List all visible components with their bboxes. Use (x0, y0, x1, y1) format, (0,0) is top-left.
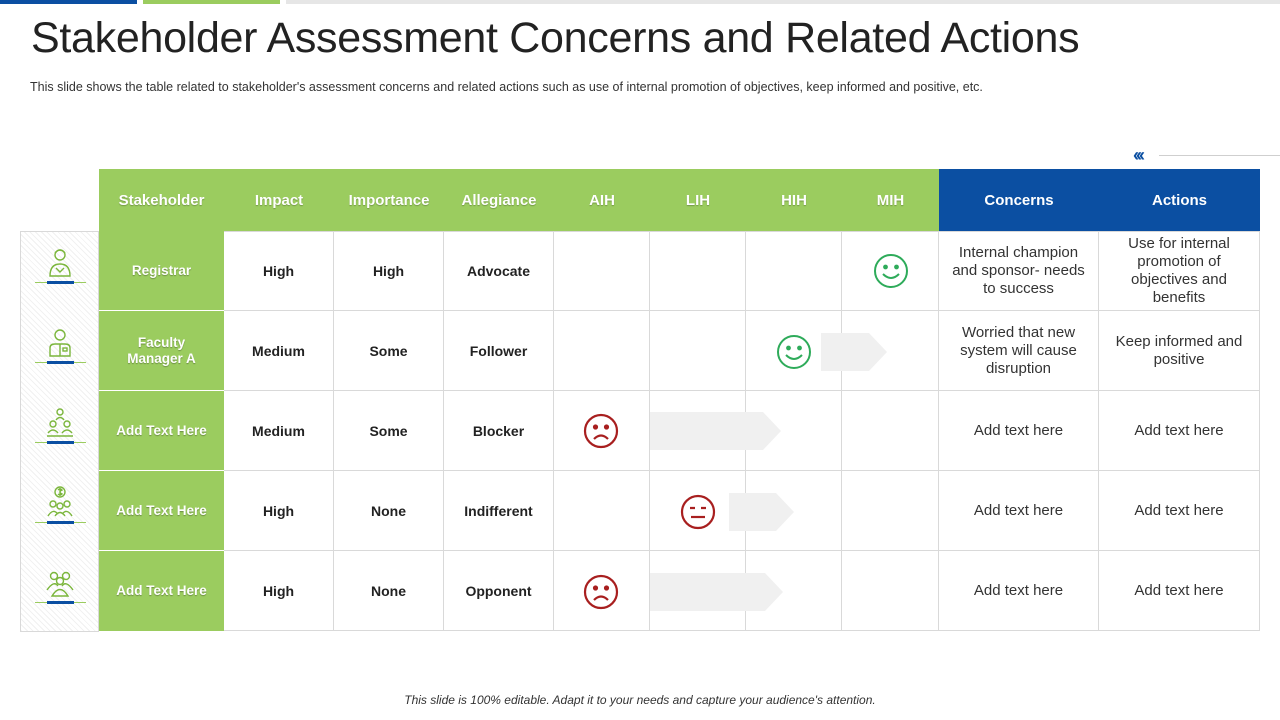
sad-face-icon (583, 574, 619, 610)
actions-cell: Add text here (1099, 471, 1260, 551)
concerns-cell: Add text here (939, 471, 1099, 551)
accent-bar-grey (286, 0, 1280, 4)
header-allegiance: Allegiance (444, 169, 554, 231)
mih-cell (842, 231, 939, 311)
impact-cell: High (224, 551, 334, 631)
happy-face-icon (777, 335, 811, 369)
double-chevron-left-icon[interactable]: ‹‹‹ (1133, 145, 1145, 165)
money-team-icon (47, 486, 73, 517)
impact-cell: High (224, 471, 334, 551)
concerns-cell: Worried that new system will cause disru… (939, 311, 1099, 391)
header-aih: AIH (554, 169, 650, 231)
allegiance-cell: Blocker (444, 391, 554, 471)
manager-person-icon (49, 329, 71, 357)
slide-subtitle: This slide shows the table related to st… (30, 80, 983, 94)
actions-cell: Keep informed and positive (1099, 311, 1260, 391)
accent-bar-blue (0, 0, 137, 4)
progress-arrow (650, 412, 781, 450)
importance-cell: None (334, 471, 444, 551)
progress-arrow (650, 573, 783, 611)
impact-cell: Medium (224, 391, 334, 471)
header-lih: LIH (650, 169, 746, 231)
row-icon-cell (21, 232, 100, 312)
allegiance-cell: Follower (444, 311, 554, 391)
row-icon-cell (21, 472, 100, 552)
mih-cell (842, 311, 939, 391)
hih-cell (746, 391, 842, 471)
hih-cell (746, 551, 842, 631)
aih-cell (554, 551, 650, 631)
mih-cell (842, 471, 939, 551)
aih-cell (554, 391, 650, 471)
header-actions: Actions (1099, 169, 1260, 231)
registrar-person-icon (49, 249, 71, 277)
icon-underline (35, 281, 86, 284)
row-icon-cell (21, 312, 100, 392)
icon-underline (35, 521, 86, 524)
stakeholder-cell: Faculty Manager A (99, 311, 224, 391)
icon-column (20, 231, 99, 632)
concerns-cell: Add text here (939, 391, 1099, 471)
row-icon-cell (21, 552, 100, 632)
sad-face-icon (583, 413, 619, 449)
actions-cell: Use for internal promotion of objectives… (1099, 231, 1260, 311)
actions-cell: Add text here (1099, 391, 1260, 471)
allegiance-cell: Advocate (444, 231, 554, 311)
row-icon-cell (21, 392, 100, 472)
header-hih: HIH (746, 169, 842, 231)
divider-line (1159, 155, 1280, 156)
lih-cell (650, 231, 746, 311)
mih-cell (842, 391, 939, 471)
stakeholder-cell: Add Text Here (99, 551, 224, 631)
importance-cell: None (334, 551, 444, 631)
aih-cell (554, 311, 650, 391)
hih-cell (746, 231, 842, 311)
happy-face-icon (874, 254, 908, 288)
team-hierarchy-icon (47, 408, 73, 437)
actions-cell: Add text here (1099, 551, 1260, 631)
impact-cell: Medium (224, 311, 334, 391)
icon-underline (35, 361, 86, 364)
nav-arrows[interactable]: ‹‹‹ (1133, 145, 1280, 167)
impact-cell: High (224, 231, 334, 311)
importance-cell: Some (334, 391, 444, 471)
group-people-icon (46, 571, 74, 597)
hih-cell (746, 471, 842, 551)
importance-cell: Some (334, 311, 444, 391)
aih-cell (554, 231, 650, 311)
header-stakeholder: Stakeholder (99, 169, 224, 231)
allegiance-cell: Indifferent (444, 471, 554, 551)
neutral-face-icon (680, 494, 716, 530)
aih-cell (554, 471, 650, 551)
header-impact: Impact (224, 169, 334, 231)
concerns-cell: Add text here (939, 551, 1099, 631)
mih-cell (842, 551, 939, 631)
stakeholder-cell: Add Text Here (99, 391, 224, 471)
table-top-border (224, 231, 1260, 232)
importance-cell: High (334, 231, 444, 311)
icon-underline (35, 441, 86, 444)
accent-bar-green (143, 0, 280, 4)
slide-title: Stakeholder Assessment Concerns and Rela… (31, 14, 1080, 62)
concerns-cell: Internal champion and sponsor- needs to … (939, 231, 1099, 311)
footer-note: This slide is 100% editable. Adapt it to… (404, 693, 876, 707)
header-importance: Importance (334, 169, 444, 231)
lih-cell (650, 311, 746, 391)
allegiance-cell: Opponent (444, 551, 554, 631)
header-concerns: Concerns (939, 169, 1099, 231)
stakeholder-cell: Add Text Here (99, 471, 224, 551)
header-mih: MIH (842, 169, 939, 231)
icon-underline (35, 601, 86, 604)
stakeholder-cell: Registrar (99, 231, 224, 311)
